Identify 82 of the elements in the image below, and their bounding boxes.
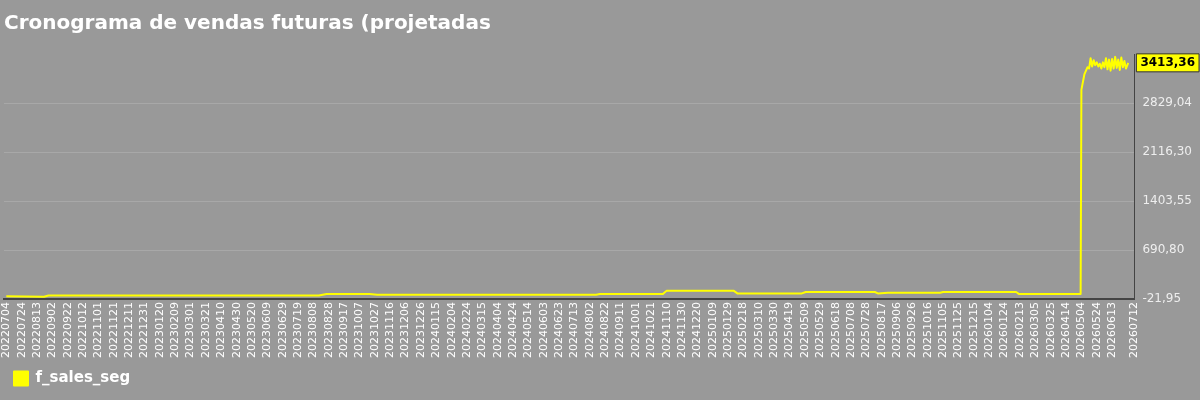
x-tick-label: 20230520 — [244, 302, 258, 359]
x-tick-label: 20240115 — [429, 302, 443, 359]
x-tick-label: 20240802 — [582, 302, 596, 359]
x-tick-label: 20240822 — [598, 302, 612, 359]
legend-label: f_sales_seg — [35, 368, 131, 387]
x-tick-label: 20260504 — [1074, 302, 1088, 359]
x-tick-label: 20240623 — [552, 302, 566, 359]
text: 3413,36 — [1140, 54, 1196, 69]
x-tick-label: 20250129 — [721, 302, 735, 359]
x-tick-label: 20240514 — [521, 302, 535, 359]
x-tick-label: 20250708 — [843, 302, 857, 359]
x-tick-label: 20240911 — [613, 302, 627, 359]
y-tick-label: 1403,55 — [1142, 193, 1192, 208]
x-tick-label: 20221101 — [91, 302, 105, 359]
x-tick-label: 20231027 — [367, 302, 381, 359]
x-tick-label: 20250728 — [859, 302, 873, 359]
x-tick-label: 20260104 — [982, 302, 996, 359]
x-tick-label: 20250618 — [828, 302, 842, 359]
x-tick-label: 20230719 — [290, 302, 304, 359]
x-tick-label: 20240603 — [536, 302, 550, 359]
x-tick-label: 20220922 — [60, 302, 74, 359]
x-tick-label: 20220724 — [14, 302, 28, 359]
x-tick-label: 20250926 — [905, 302, 919, 359]
x-tick-label: 20230301 — [183, 302, 197, 359]
chart-title: Cronograma de vendas futuras (projetadas — [4, 10, 491, 35]
x-tick-label: 20230430 — [229, 302, 243, 359]
x-tick-label: 20250218 — [736, 302, 750, 359]
x-tick-label: 20251125 — [951, 302, 965, 359]
x-tick-label: 20250906 — [889, 302, 903, 359]
x-tick-label: 20231116 — [383, 302, 397, 359]
x-tick-label: 20241021 — [644, 302, 658, 359]
x-tick-label: 20220902 — [45, 302, 59, 359]
x-tick-label: 20260325 — [1043, 302, 1057, 359]
x-tick-label: 20230629 — [275, 302, 289, 359]
x-tick-label: 20250109 — [705, 302, 719, 359]
x-tick-label: 20231007 — [352, 302, 366, 359]
x-tick-label: 20250529 — [813, 302, 827, 359]
x-tick-label: 20231206 — [398, 302, 412, 359]
x-tick-label: 20260213 — [1012, 302, 1026, 359]
x-tick-label: 20250310 — [751, 302, 765, 359]
x-tick-label: 20250817 — [874, 302, 888, 359]
x-tick-label: 20230120 — [152, 302, 166, 359]
x-tick-label: 20230917 — [337, 302, 351, 359]
x-tick-label: 20231226 — [413, 302, 427, 359]
x-tick-label: 20240404 — [490, 302, 504, 359]
x-tick-label: 20240224 — [459, 302, 473, 359]
x-tick-label: 20241001 — [628, 302, 642, 359]
x-tick-label: 20260613 — [1104, 302, 1118, 359]
x-tick-label: 20251215 — [966, 302, 980, 359]
x-tick-label: 20241110 — [659, 302, 673, 359]
x-tick-label: 20240713 — [567, 302, 581, 359]
y-tick-label: 2829,04 — [1142, 95, 1192, 110]
x-tick-label: 20241220 — [690, 302, 704, 359]
x-tick-label: 20240315 — [475, 302, 489, 359]
x-tick-label: 20251105 — [936, 302, 950, 359]
x-tick-label: 20250330 — [767, 302, 781, 359]
y-tick-label: -21,95 — [1142, 291, 1182, 306]
x-tick-label: 20260414 — [1058, 302, 1072, 359]
x-tick-label: 20260712 — [1127, 302, 1141, 359]
x-tick-label: 20220704 — [0, 302, 13, 359]
x-tick-label: 20250509 — [797, 302, 811, 359]
x-tick-label: 20221121 — [106, 302, 120, 359]
x-tick-label: 20230321 — [198, 302, 212, 359]
x-tick-label: 20240204 — [444, 302, 458, 359]
x-tick-label: 20230609 — [260, 302, 274, 359]
x-tick-label: 20250419 — [782, 302, 796, 359]
x-tick-label: 20240424 — [505, 302, 519, 359]
x-tick-label: 20230410 — [214, 302, 228, 359]
x-tick-label: 20260305 — [1028, 302, 1042, 359]
x-tick-label: 20260524 — [1089, 302, 1103, 359]
x-tick-label: 20260124 — [997, 302, 1011, 359]
x-tick-label: 20230828 — [321, 302, 335, 359]
x-tick-label: 20221231 — [137, 302, 151, 359]
x-tick-label: 20221012 — [75, 302, 89, 359]
x-tick-label: 20230808 — [306, 302, 320, 359]
x-tick-label: 20241130 — [674, 302, 688, 359]
x-tick-label: 20230209 — [168, 302, 182, 359]
y-tick-label: 690,80 — [1142, 242, 1185, 257]
x-tick-label: 20221211 — [122, 302, 136, 359]
y-tick-label: 2116,30 — [1142, 144, 1192, 159]
x-tick-label: 20251016 — [920, 302, 934, 359]
x-tick-label: 20220813 — [29, 302, 43, 359]
